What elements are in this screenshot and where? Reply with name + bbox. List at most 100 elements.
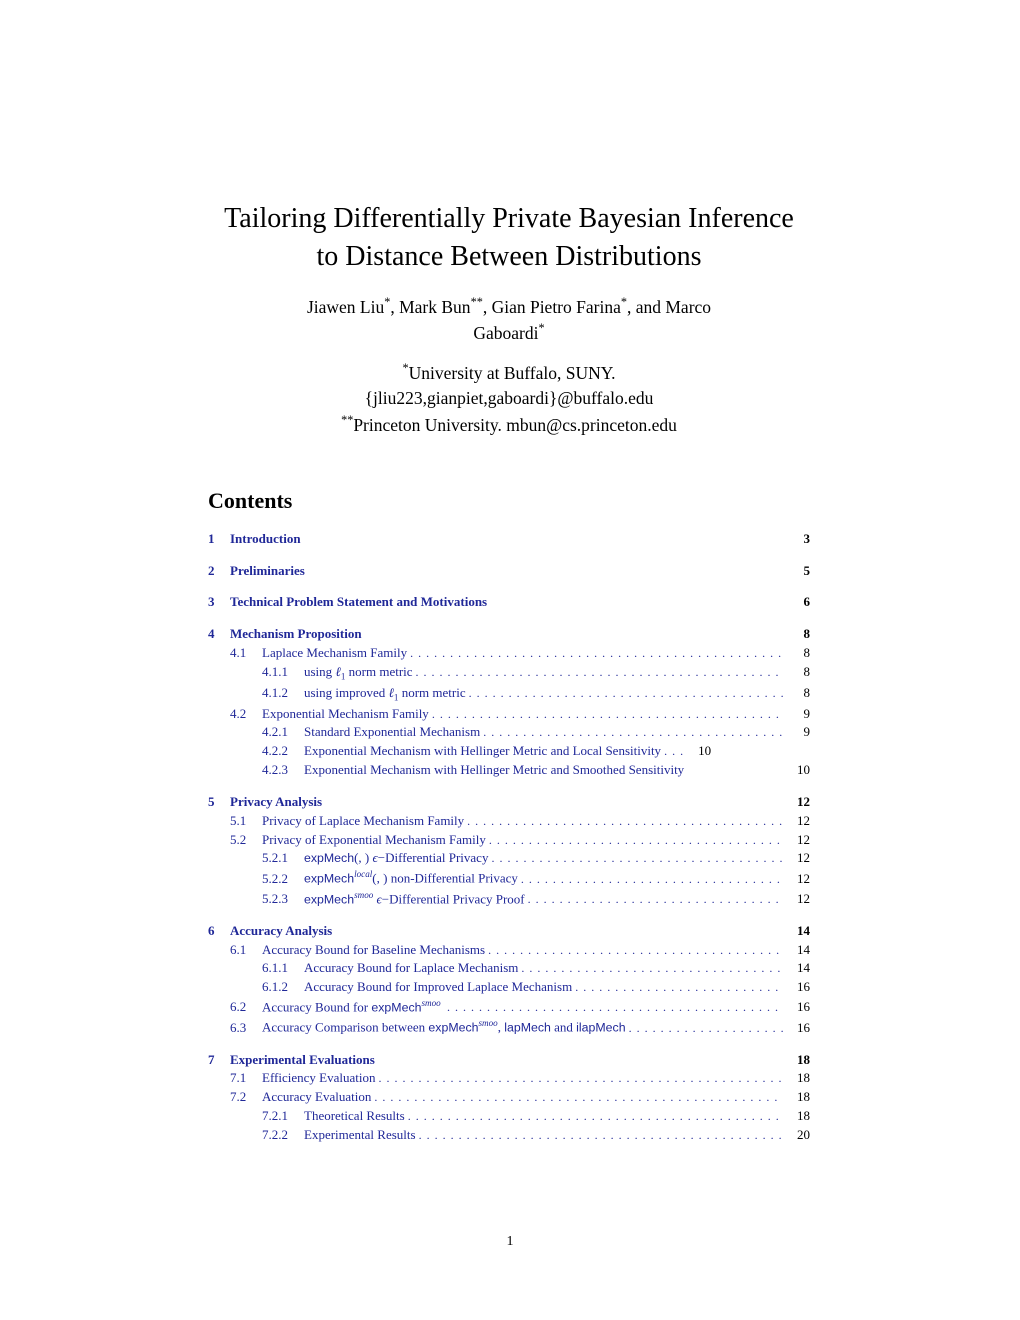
toc-number: 6.1.1 [262, 959, 304, 978]
toc-page: 8 [786, 644, 810, 663]
toc-number: 5.2.1 [262, 849, 304, 868]
toc-row[interactable]: 5.2Privacy of Exponential Mechanism Fami… [208, 831, 810, 850]
title-line-2: to Distance Between Distributions [317, 241, 702, 272]
toc-title: Accuracy Bound for Laplace Mechanism [304, 959, 518, 978]
toc-page: 16 [786, 1019, 810, 1038]
toc-row[interactable]: 7.2.1Theoretical Results 18 [208, 1107, 810, 1126]
toc-title: Preliminaries [230, 562, 305, 581]
toc-section: 4Mechanism Proposition84.1Laplace Mechan… [208, 625, 810, 780]
toc-number: 4.2.2 [262, 742, 304, 761]
toc-number: 6.1 [230, 941, 262, 960]
authors: Jiawen Liu*, Mark Bun**, Gian Pietro Far… [208, 294, 810, 346]
toc-title: Theoretical Results [304, 1107, 405, 1126]
toc-number: 4.1 [230, 644, 262, 663]
toc-page: 10 [687, 742, 711, 761]
toc-number: 4.2.3 [262, 761, 304, 780]
toc-title: Privacy of Exponential Mechanism Family [262, 831, 486, 850]
toc-number: 5.2.3 [262, 890, 304, 909]
toc-row[interactable]: 5Privacy Analysis12 [208, 793, 810, 812]
toc-number: 4 [208, 625, 230, 644]
toc-title: Standard Exponential Mechanism [304, 723, 480, 742]
toc-number: 6 [208, 922, 230, 941]
toc-number: 2 [208, 562, 230, 581]
toc-row[interactable]: 7.2.2Experimental Results 20 [208, 1126, 810, 1145]
toc-row[interactable]: 7.1Efficiency Evaluation18 [208, 1069, 810, 1088]
toc-page: 6 [786, 593, 810, 612]
toc-section: 2Preliminaries5 [208, 562, 810, 581]
toc-page: 12 [786, 793, 810, 812]
toc-page: 10 [786, 761, 810, 780]
toc-section: 5Privacy Analysis125.1Privacy of Laplace… [208, 793, 810, 909]
toc-title: Technical Problem Statement and Motivati… [230, 593, 487, 612]
affiliations: *University at Buffalo, SUNY. {jliu223,g… [208, 360, 810, 438]
toc-title: expMechlocal(, ) non-Differential Privac… [304, 868, 518, 888]
toc-number: 6.3 [230, 1019, 262, 1038]
paper-title: Tailoring Differentially Private Bayesia… [208, 200, 810, 276]
toc-row[interactable]: 6.1.2Accuracy Bound for Improved Laplace… [208, 978, 810, 997]
toc-number: 3 [208, 593, 230, 612]
toc-row[interactable]: 6.1.1Accuracy Bound for Laplace Mechanis… [208, 959, 810, 978]
toc-row[interactable]: 5.2.2expMechlocal(, ) non-Differential P… [208, 868, 810, 888]
toc-number: 6.1.2 [262, 978, 304, 997]
toc-title: Experimental Results [304, 1126, 416, 1145]
toc-row[interactable]: 6Accuracy Analysis 14 [208, 922, 810, 941]
toc-title: Accuracy Bound for Baseline Mechanisms [262, 941, 485, 960]
toc-row[interactable]: 2Preliminaries5 [208, 562, 810, 581]
toc-row[interactable]: 4.2.1Standard Exponential Mechanism9 [208, 723, 810, 742]
toc-title: Exponential Mechanism with Hellinger Met… [304, 761, 684, 780]
toc-number: 5.2 [230, 831, 262, 850]
toc-section: 3Technical Problem Statement and Motivat… [208, 593, 810, 612]
toc-page: 18 [786, 1051, 810, 1070]
toc-page: 12 [786, 890, 810, 909]
toc-row[interactable]: 4.2Exponential Mechanism Family9 [208, 705, 810, 724]
toc-number: 7.2.2 [262, 1126, 304, 1145]
toc-row[interactable]: 6.2Accuracy Bound for expMechsmoo 16 [208, 997, 810, 1017]
toc-title: Accuracy Analysis [230, 922, 332, 941]
toc-row[interactable]: 5.2.3expMechsmoo ϵ−Differential Privacy … [208, 889, 810, 909]
toc-row[interactable]: 5.1Privacy of Laplace Mechanism Family12 [208, 812, 810, 831]
toc-title: expMech(, ) ϵ−Differential Privacy [304, 849, 488, 868]
toc-row[interactable]: 4.1.1using ℓ1 norm metric8 [208, 663, 810, 684]
toc-page: 16 [786, 978, 810, 997]
toc-page: 16 [786, 998, 810, 1017]
toc-number: 4.2.1 [262, 723, 304, 742]
toc-row[interactable]: 4.1Laplace Mechanism Family8 [208, 644, 810, 663]
toc-section: 6Accuracy Analysis146.1Accuracy Bound fo… [208, 922, 810, 1038]
toc-row[interactable]: 4.2.3Exponential Mechanism with Hellinge… [208, 761, 810, 780]
toc-number: 4.1.2 [262, 684, 304, 703]
toc-section: 7Experimental Evaluations187.1Efficiency… [208, 1051, 810, 1145]
toc-title: Accuracy Bound for expMechsmoo [262, 997, 444, 1017]
paper-page: Tailoring Differentially Private Bayesia… [0, 0, 1020, 1218]
contents-heading: Contents [208, 488, 810, 514]
toc-page: 14 [786, 922, 810, 941]
toc-number: 6.2 [230, 998, 262, 1017]
toc-number: 5 [208, 793, 230, 812]
title-line-1: Tailoring Differentially Private Bayesia… [224, 203, 794, 234]
toc-page: 12 [786, 849, 810, 868]
toc-row[interactable]: 4.2.2Exponential Mechanism with Hellinge… [208, 742, 810, 761]
toc-row[interactable]: 1Introduction3 [208, 530, 810, 549]
toc-number: 7.1 [230, 1069, 262, 1088]
toc-row[interactable]: 6.3Accuracy Comparison between expMechsm… [208, 1017, 810, 1037]
toc-number: 7.2 [230, 1088, 262, 1107]
toc-page: 18 [786, 1107, 810, 1126]
toc-number: 7.2.1 [262, 1107, 304, 1126]
toc-page: 18 [786, 1088, 810, 1107]
toc-row[interactable]: 7Experimental Evaluations18 [208, 1051, 810, 1070]
toc-row[interactable]: 4Mechanism Proposition8 [208, 625, 810, 644]
toc-number: 4.2 [230, 705, 262, 724]
toc-page: 20 [786, 1126, 810, 1145]
toc-title: Efficiency Evaluation [262, 1069, 375, 1088]
toc-section: 1Introduction3 [208, 530, 810, 549]
toc-row[interactable]: 5.2.1expMech(, ) ϵ−Differential Privacy 1… [208, 849, 810, 868]
toc-row[interactable]: 7.2Accuracy Evaluation18 [208, 1088, 810, 1107]
toc-title: Accuracy Comparison between expMechsmoo,… [262, 1017, 626, 1037]
toc-row[interactable]: 6.1Accuracy Bound for Baseline Mechanism… [208, 941, 810, 960]
toc-row[interactable]: 4.1.2using improved ℓ1 norm metric8 [208, 684, 810, 705]
toc-row[interactable]: 3Technical Problem Statement and Motivat… [208, 593, 810, 612]
toc-title: using ℓ1 norm metric [304, 663, 413, 684]
toc-page: 8 [786, 684, 810, 703]
toc-number: 4.1.1 [262, 663, 304, 682]
toc-title: expMechsmoo ϵ−Differential Privacy Proof [304, 889, 525, 909]
toc-page: 9 [786, 705, 810, 724]
